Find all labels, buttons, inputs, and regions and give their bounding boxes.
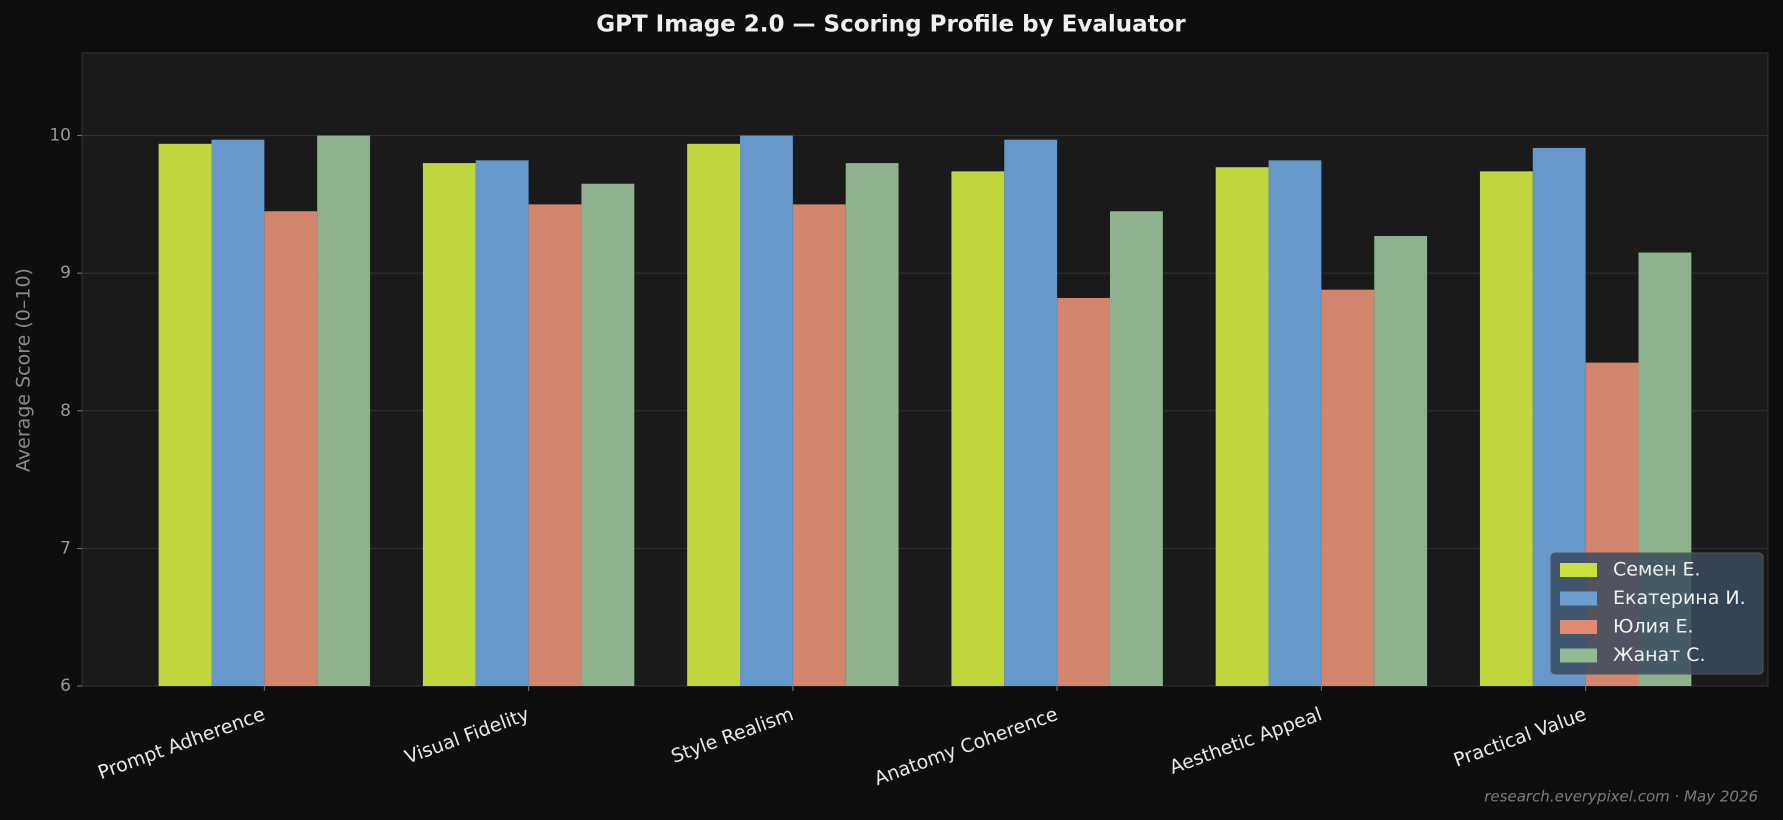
bar xyxy=(581,183,635,686)
y-axis-label: Average Score (0–10) xyxy=(13,268,35,472)
bar xyxy=(264,211,318,686)
bar xyxy=(475,160,529,686)
bar xyxy=(1268,160,1322,686)
bar xyxy=(687,143,741,687)
legend-label: Жанат С. xyxy=(1613,644,1706,666)
y-tick-label: 6 xyxy=(60,676,71,696)
legend-swatch xyxy=(1560,563,1597,577)
bar xyxy=(1109,211,1163,686)
legend-swatch xyxy=(1560,591,1597,606)
legend-label: Семен Е. xyxy=(1613,559,1701,581)
bar xyxy=(740,135,793,687)
chart-title: GPT Image 2.0 — Scoring Profile by Evalu… xyxy=(596,12,1186,38)
bar xyxy=(1057,297,1110,686)
footnote: research.everypixel.com · May 2026 xyxy=(1484,788,1758,806)
y-tick-label: 8 xyxy=(60,401,71,421)
bar xyxy=(1004,139,1058,686)
legend-swatch xyxy=(1560,648,1597,663)
bar xyxy=(211,139,265,686)
legend-label: Юлия Е. xyxy=(1613,616,1694,638)
bar xyxy=(528,204,582,686)
bar xyxy=(792,204,846,686)
y-tick-label: 7 xyxy=(60,538,71,558)
legend-box xyxy=(1550,552,1764,675)
bar xyxy=(1321,289,1375,686)
bar xyxy=(951,171,1005,686)
legend-swatch xyxy=(1560,620,1597,634)
y-tick-label: 10 xyxy=(49,126,71,146)
bar xyxy=(1479,171,1533,686)
bar xyxy=(1374,236,1428,686)
y-tick-label: 9 xyxy=(60,263,71,283)
bar xyxy=(317,135,371,687)
bar xyxy=(1215,167,1269,686)
bar xyxy=(158,143,212,687)
bar xyxy=(845,163,899,686)
legend-label: Екатерина И. xyxy=(1613,587,1746,609)
bar xyxy=(422,163,476,686)
